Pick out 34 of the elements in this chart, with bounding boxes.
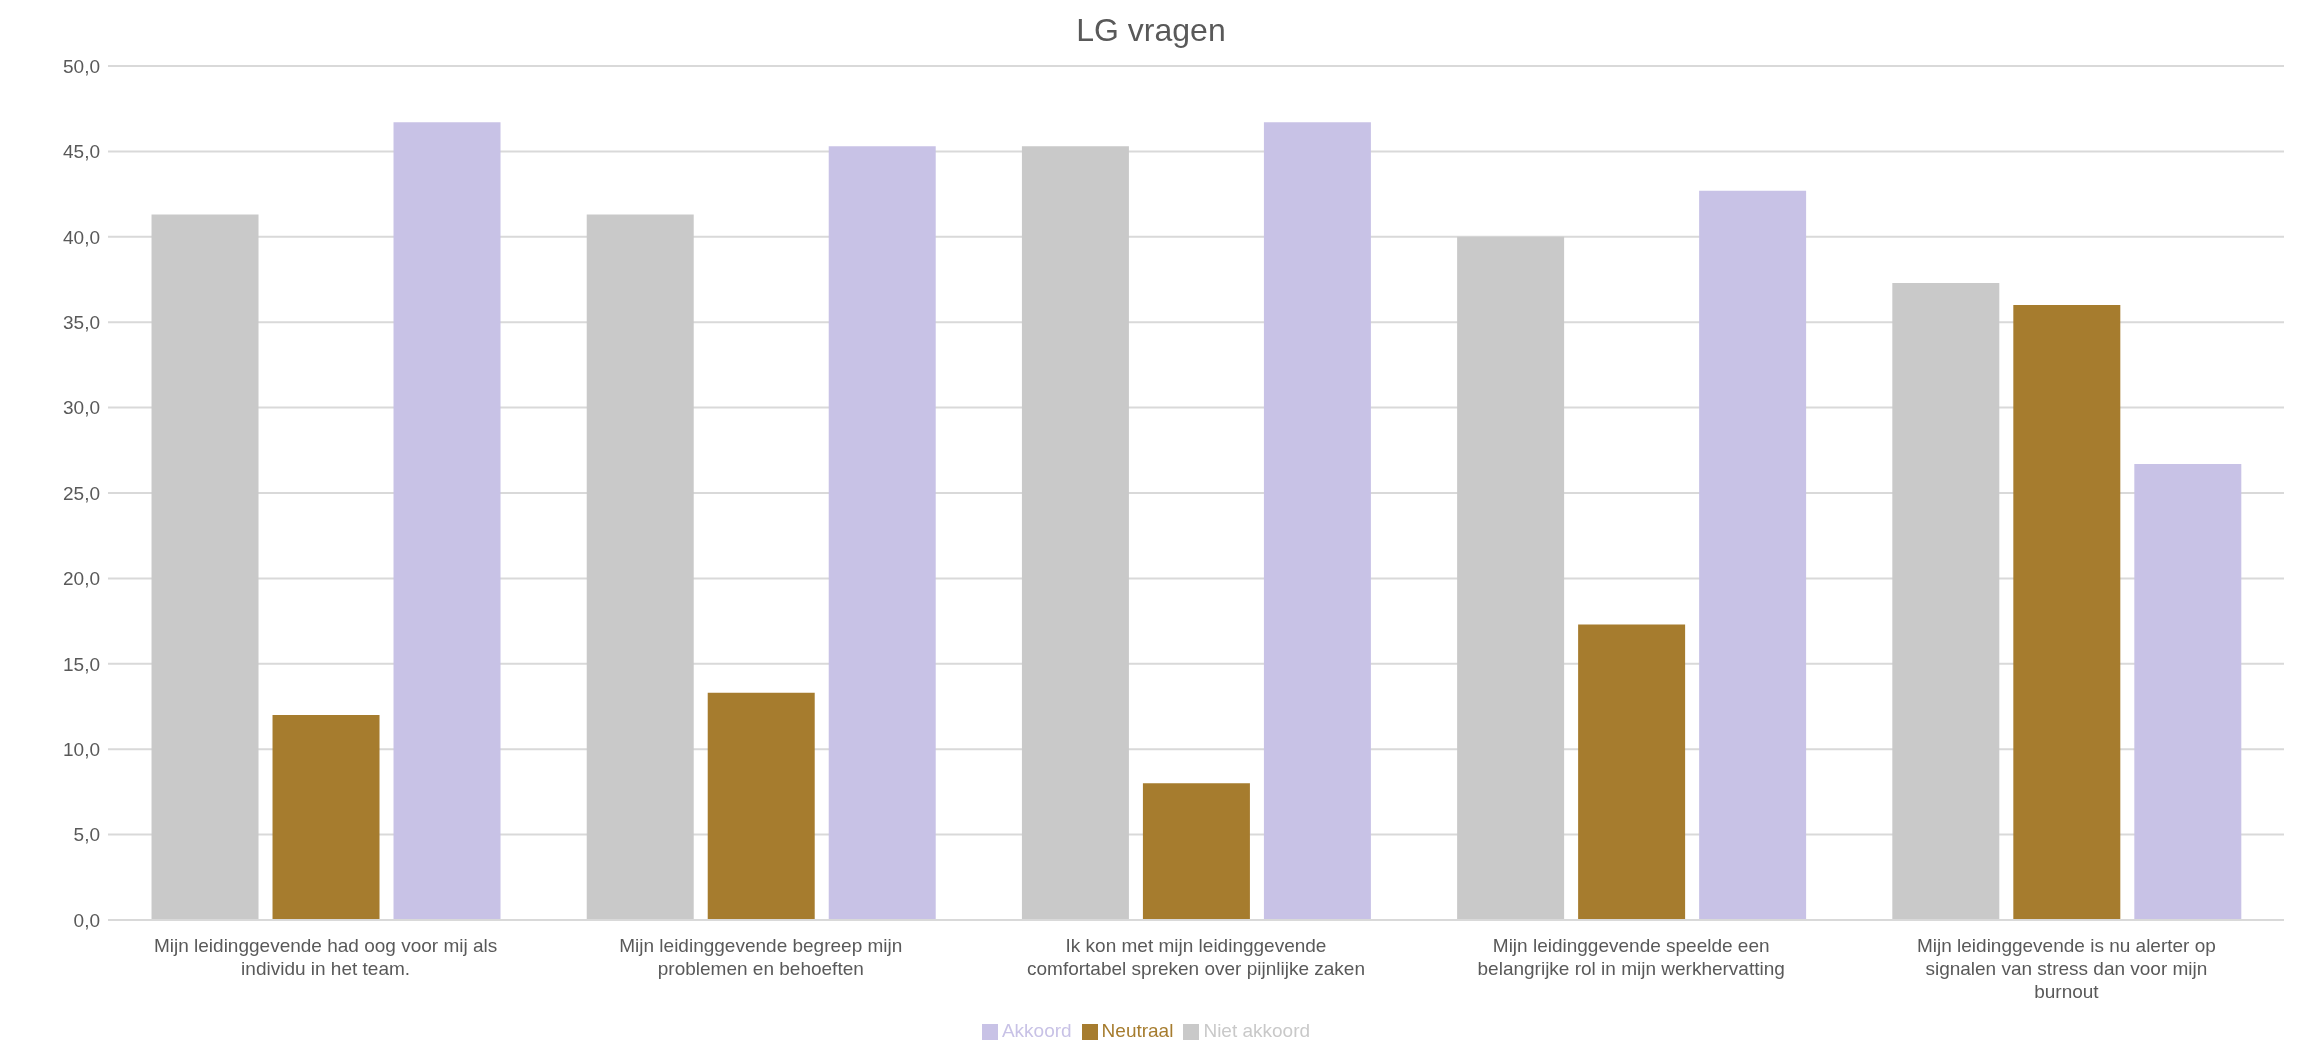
y-tick-label: 0,0 <box>73 909 100 931</box>
bar <box>1142 783 1250 920</box>
legend-label: Neutraal <box>1101 1020 1174 1041</box>
y-tick-label: 25,0 <box>63 482 100 504</box>
bar <box>1457 236 1565 920</box>
y-tick-label: 10,0 <box>63 738 100 760</box>
bar <box>586 214 694 920</box>
bar <box>1699 190 1807 920</box>
bar <box>828 146 936 920</box>
y-tick-label: 5,0 <box>73 824 100 846</box>
legend-label: Akkoord <box>1001 1020 1072 1041</box>
y-tick-label: 15,0 <box>63 653 100 675</box>
x-tick-label: Mijn leidinggevende had oog voor mij als individu in het team. <box>153 935 498 979</box>
bar <box>2013 305 2121 920</box>
bar <box>1263 122 1371 920</box>
y-tick-label: 30,0 <box>63 397 100 419</box>
x-tick-label: Mijn leidinggevende is nu alerter op signalen van stress dan voor mijn burnout <box>1916 935 2216 1002</box>
bar <box>1892 282 2000 920</box>
y-tick-label: 40,0 <box>63 226 100 248</box>
bar <box>1578 624 1686 920</box>
bar <box>272 715 380 920</box>
x-tick-label: Ik kon met mijn leidinggevende comfortabel spreken over pijnlijke zaken <box>1027 935 1365 979</box>
x-tick-label: Mijn leidinggevende speelde een belangrijke rol in mijn werkhervatting <box>1477 935 1785 979</box>
chart-title: LG vragen <box>1075 11 1227 50</box>
y-tick-label: 20,0 <box>63 568 100 590</box>
bar <box>707 692 815 920</box>
x-tick-label: Mijn leidinggevende begreep mijn problemen en behoeften <box>619 935 903 979</box>
y-tick-label: 45,0 <box>63 141 100 163</box>
y-tick-label: 50,0 <box>63 55 100 77</box>
bar <box>151 214 259 920</box>
y-tick-label: 35,0 <box>63 311 100 333</box>
bar <box>393 122 501 920</box>
bar <box>1021 146 1129 920</box>
bar <box>2134 463 2242 920</box>
